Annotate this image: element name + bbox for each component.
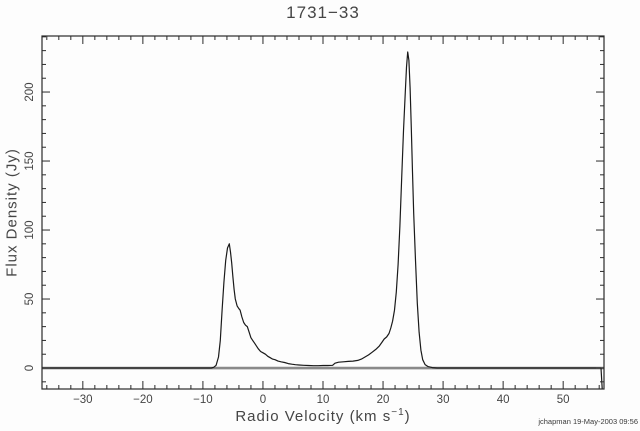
x-axis-label-superscript: −1 xyxy=(391,407,405,418)
x-tick-label: −30 xyxy=(73,394,93,406)
x-axis-label: Radio Velocity (km s−1) xyxy=(42,407,604,425)
y-tick-label: 200 xyxy=(24,82,36,101)
x-tick-label: 0 xyxy=(260,394,266,406)
x-tick-label: −10 xyxy=(193,394,213,406)
x-axis-label-close: ) xyxy=(404,408,411,425)
plot-credit-timestamp: jchapman 19-May-2003 09:56 xyxy=(538,417,638,426)
x-tick-label: 40 xyxy=(497,394,510,406)
y-tick-label: 100 xyxy=(24,220,36,239)
plot-frame xyxy=(41,35,605,390)
x-tick-label: 30 xyxy=(437,394,450,406)
y-tick-label: 150 xyxy=(24,151,36,170)
x-tick-label: −20 xyxy=(133,394,153,406)
x-tick-label: 10 xyxy=(317,394,330,406)
plot-title: 1731−33 xyxy=(286,3,360,22)
spectrum-curve xyxy=(42,51,603,389)
x-tick-label: 20 xyxy=(377,394,390,406)
x-tick-label: 50 xyxy=(557,394,570,406)
y-tick-label: 50 xyxy=(24,293,36,306)
y-tick-label: 0 xyxy=(24,365,36,371)
x-axis-label-text: Radio Velocity (km s xyxy=(235,408,392,425)
